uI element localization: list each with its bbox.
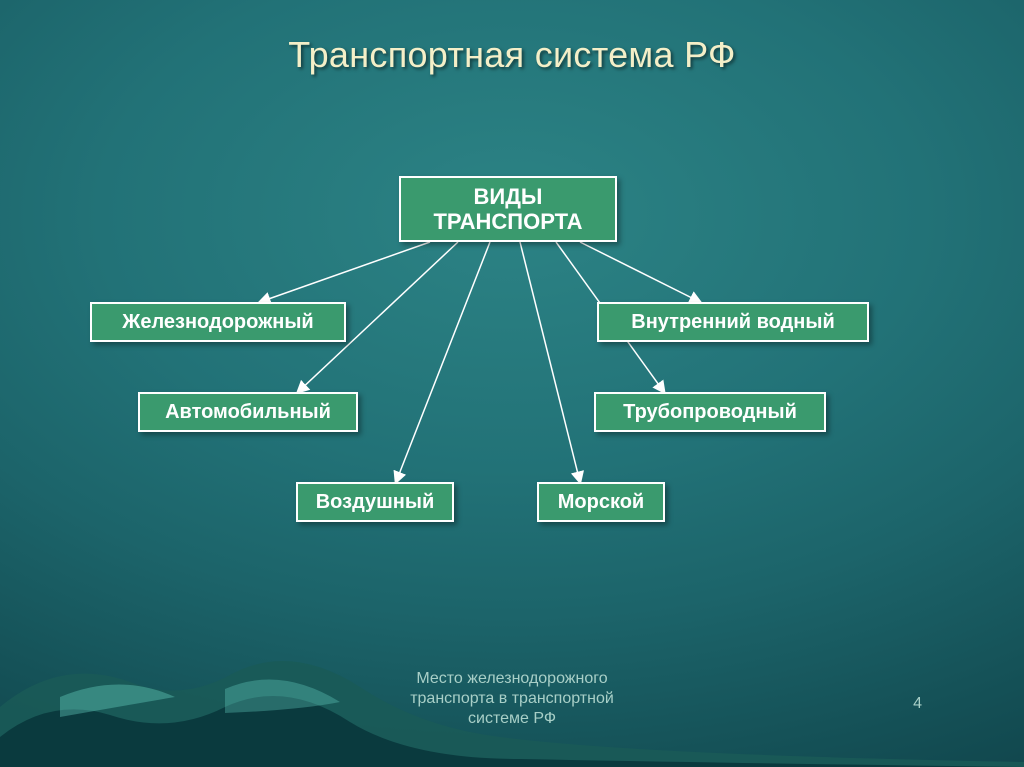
diagram-child-node: Трубопроводный: [594, 392, 826, 432]
diagram-child-node: Внутренний водный: [597, 302, 869, 342]
slide-title: Транспортная система РФ: [0, 34, 1024, 76]
diagram-child-node: Воздушный: [296, 482, 454, 522]
diagram-root-node: ВИДЫТРАНСПОРТА: [399, 176, 617, 242]
diagram-child-node: Морской: [537, 482, 665, 522]
diagram-child-node: Автомобильный: [138, 392, 358, 432]
diagram-arrows: [0, 0, 1024, 767]
diagram-child-node: Железнодорожный: [90, 302, 346, 342]
page-number: 4: [913, 695, 922, 713]
footer-caption: Место железнодорожноготранспорта в транс…: [0, 669, 1024, 729]
slide: Транспортная система РФ ВИДЫТРАНСПОРТА Ж…: [0, 0, 1024, 767]
